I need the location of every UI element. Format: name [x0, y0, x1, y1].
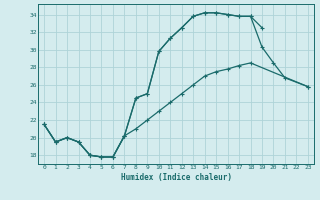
X-axis label: Humidex (Indice chaleur): Humidex (Indice chaleur): [121, 173, 231, 182]
